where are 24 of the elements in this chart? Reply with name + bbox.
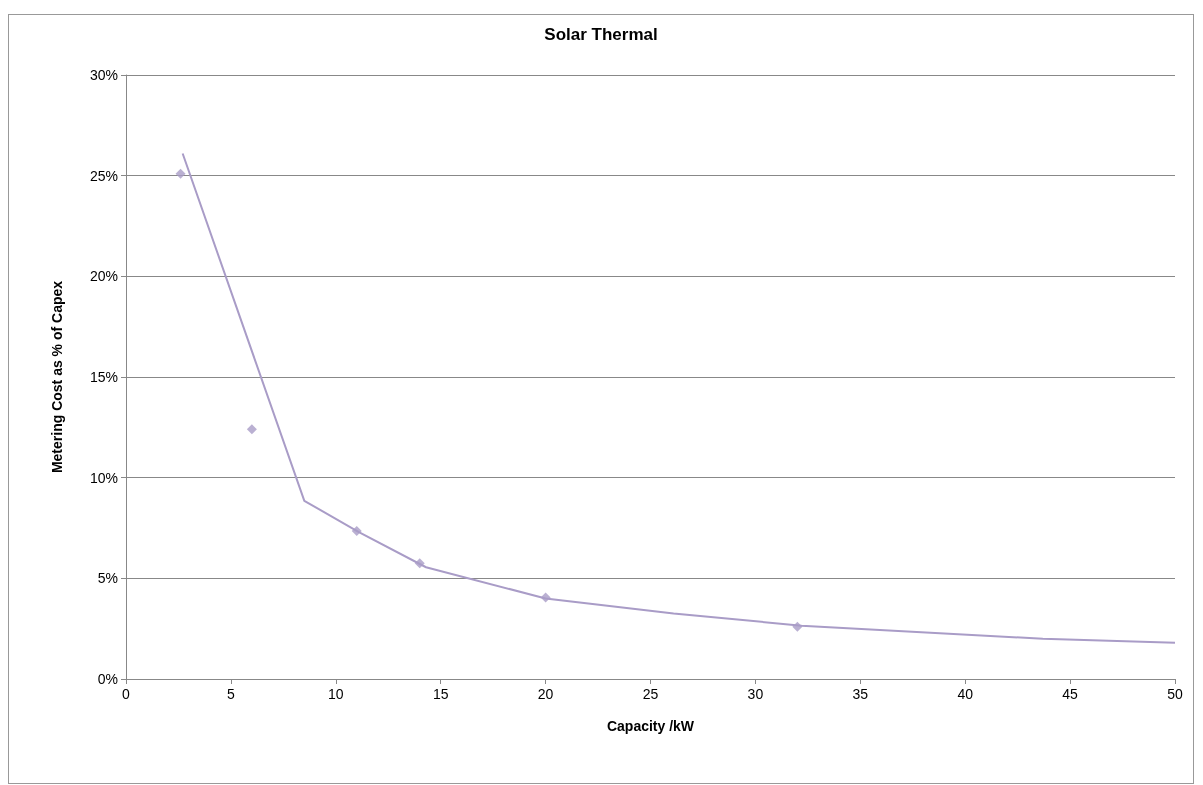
- y-tick-label: 5%: [97, 570, 118, 587]
- x-tick-label: 15: [432, 686, 449, 702]
- x-axis-title: Capacity /kW: [606, 718, 695, 734]
- x-tick-label: 30: [747, 686, 764, 702]
- x-tick-label: 50: [1167, 686, 1183, 702]
- y-tick-label: 0%: [97, 671, 118, 687]
- y-tick-label: 20%: [89, 268, 118, 285]
- x-tick-label: 20: [537, 686, 554, 702]
- chart-title: Solar Thermal: [544, 25, 658, 44]
- point: [246, 424, 257, 435]
- y-axis-title: Metering Cost as % of Capex: [49, 280, 65, 474]
- y-tick-label: 25%: [89, 167, 118, 184]
- x-tick-label: 5: [227, 686, 235, 702]
- x-tick-label: 10: [328, 686, 344, 702]
- y-tick-label: 15%: [89, 369, 118, 385]
- x-tick-label: 35: [852, 686, 869, 702]
- x-tick-label: 0: [122, 686, 131, 702]
- y-tick-label: 30%: [89, 67, 118, 83]
- y-tick-label: 10%: [89, 469, 118, 486]
- x-tick-label: 25: [642, 686, 659, 702]
- x-tick-label: 45: [1062, 686, 1079, 702]
- line-series: [181, 152, 1176, 644]
- point: [175, 168, 186, 179]
- x-tick-label: 40: [957, 686, 974, 702]
